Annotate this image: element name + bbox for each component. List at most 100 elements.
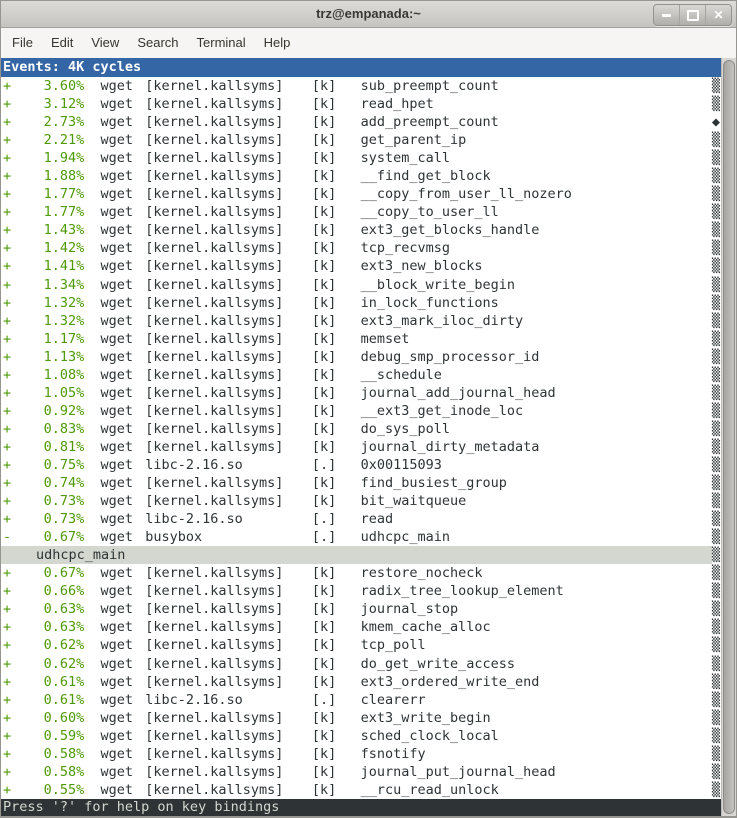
row-expander[interactable]: + xyxy=(3,727,12,744)
row-expander[interactable]: + xyxy=(3,276,12,293)
perf-row[interactable]: + 0.59% wget [kernel.kallsyms] [k] sched… xyxy=(1,727,721,745)
perf-row[interactable]: udhcpc_main ▒ xyxy=(1,546,722,565)
perf-row[interactable]: + 0.63% wget [kernel.kallsyms] [k] journ… xyxy=(1,600,721,618)
row-expander[interactable]: + xyxy=(3,673,12,690)
row-command: wget xyxy=(100,475,134,492)
row-expander[interactable]: + xyxy=(3,132,12,149)
row-expander[interactable]: + xyxy=(3,511,12,528)
menu-help[interactable]: Help xyxy=(263,35,291,50)
row-expander[interactable]: + xyxy=(3,619,12,636)
row-expander[interactable]: + xyxy=(3,348,12,365)
row-expander[interactable]: + xyxy=(3,366,12,383)
menu-view[interactable]: View xyxy=(91,35,120,50)
scroll-position-marker: ▒ xyxy=(711,222,721,239)
row-expander[interactable]: + xyxy=(3,745,12,762)
perf-row[interactable]: + 0.58% wget [kernel.kallsyms] [k] fsnot… xyxy=(1,745,721,763)
row-expander[interactable]: + xyxy=(3,150,12,167)
row-expander[interactable]: + xyxy=(3,222,12,239)
row-expander[interactable]: + xyxy=(3,475,12,492)
perf-row[interactable]: + 0.60% wget [kernel.kallsyms] [k] ext3_… xyxy=(1,709,721,727)
perf-row[interactable]: + 0.92% wget [kernel.kallsyms] [k] __ext… xyxy=(1,402,721,420)
perf-row[interactable]: + 1.17% wget [kernel.kallsyms] [k] memse… xyxy=(1,330,721,348)
menu-edit[interactable]: Edit xyxy=(50,35,74,50)
row-expander[interactable]: + xyxy=(3,204,12,221)
perf-row[interactable]: + 0.62% wget [kernel.kallsyms] [k] do_ge… xyxy=(1,655,721,673)
minimize-button[interactable] xyxy=(654,5,679,25)
perf-row[interactable]: + 0.67% wget [kernel.kallsyms] [k] resto… xyxy=(1,564,721,582)
perf-row[interactable]: + 0.81% wget [kernel.kallsyms] [k] journ… xyxy=(1,438,721,456)
row-symbol-type: [k] xyxy=(311,420,337,437)
perf-row[interactable]: + 0.66% wget [kernel.kallsyms] [k] radix… xyxy=(1,582,721,600)
row-expander[interactable]: + xyxy=(3,637,12,654)
perf-row[interactable]: + 0.63% wget [kernel.kallsyms] [k] kmem_… xyxy=(1,618,721,636)
perf-row[interactable]: + 1.42% wget [kernel.kallsyms] [k] tcp_r… xyxy=(1,239,721,257)
menu-search[interactable]: Search xyxy=(137,35,179,50)
perf-row[interactable]: + 1.34% wget [kernel.kallsyms] [k] __blo… xyxy=(1,276,721,294)
perf-row[interactable]: + 1.32% wget [kernel.kallsyms] [k] in_lo… xyxy=(1,294,721,312)
row-expander[interactable]: + xyxy=(3,655,12,672)
row-expander[interactable]: + xyxy=(3,438,12,455)
row-expander[interactable]: + xyxy=(3,240,12,257)
row-expander[interactable]: + xyxy=(3,420,12,437)
row-expander[interactable]: + xyxy=(3,186,12,203)
perf-row[interactable]: + 0.61% wget libc-2.16.so [.] clearerr ▒ xyxy=(1,691,721,709)
perf-row[interactable]: + 1.08% wget [kernel.kallsyms] [k] __sch… xyxy=(1,366,721,384)
row-expander[interactable]: + xyxy=(3,78,12,94)
row-expander[interactable]: + xyxy=(3,258,12,275)
row-expander[interactable]: + xyxy=(3,781,12,798)
row-dso: [kernel.kallsyms] xyxy=(145,583,284,600)
scrollbar-thumb[interactable] xyxy=(723,60,735,814)
row-expander[interactable]: + xyxy=(3,312,12,329)
perf-row[interactable]: + 1.88% wget [kernel.kallsyms] [k] __fin… xyxy=(1,167,721,185)
close-button[interactable]: ✕ xyxy=(705,5,731,25)
row-expander[interactable]: + xyxy=(3,493,12,510)
perf-row[interactable]: + 0.73% wget [kernel.kallsyms] [k] bit_w… xyxy=(1,492,721,510)
perf-row[interactable]: + 1.43% wget [kernel.kallsyms] [k] ext3_… xyxy=(1,221,721,239)
perf-row[interactable]: + 1.41% wget [kernel.kallsyms] [k] ext3_… xyxy=(1,257,721,275)
row-command: wget xyxy=(100,673,134,690)
perf-row[interactable]: + 1.77% wget [kernel.kallsyms] [k] __cop… xyxy=(1,203,721,221)
row-expander[interactable]: + xyxy=(3,583,12,600)
perf-row[interactable]: + 3.60% wget [kernel.kallsyms] [k] sub_p… xyxy=(1,77,721,95)
perf-row[interactable]: + 1.32% wget [kernel.kallsyms] [k] ext3_… xyxy=(1,312,721,330)
row-expander[interactable]: + xyxy=(3,709,12,726)
menu-file[interactable]: File xyxy=(12,35,33,50)
row-expander[interactable]: - xyxy=(3,529,12,546)
row-expander[interactable]: + xyxy=(3,402,12,419)
scroll-position-marker: ▒ xyxy=(711,601,721,618)
row-expander[interactable]: + xyxy=(3,601,12,618)
perf-row[interactable]: + 0.73% wget libc-2.16.so [.] read ▒ xyxy=(1,510,721,528)
perf-row[interactable]: + 1.77% wget [kernel.kallsyms] [k] __cop… xyxy=(1,185,721,203)
menu-terminal[interactable]: Terminal xyxy=(196,35,246,50)
row-command: wget xyxy=(100,691,134,708)
row-expander[interactable]: + xyxy=(3,384,12,401)
perf-row[interactable]: + 0.55% wget [kernel.kallsyms] [k] __rcu… xyxy=(1,781,721,799)
perf-row[interactable]: + 0.83% wget [kernel.kallsyms] [k] do_sy… xyxy=(1,420,721,438)
row-dso: [kernel.kallsyms] xyxy=(145,204,284,221)
perf-row[interactable]: + 1.94% wget [kernel.kallsyms] [k] syste… xyxy=(1,149,721,167)
perf-row[interactable]: + 0.58% wget [kernel.kallsyms] [k] journ… xyxy=(1,763,721,781)
perf-row[interactable]: + 1.05% wget [kernel.kallsyms] [k] journ… xyxy=(1,384,721,402)
perf-row[interactable]: + 2.21% wget [kernel.kallsyms] [k] get_p… xyxy=(1,131,721,149)
perf-row[interactable]: + 2.73% wget [kernel.kallsyms] [k] add_p… xyxy=(1,113,721,131)
row-expander[interactable]: + xyxy=(3,330,12,347)
perf-row[interactable]: + 3.12% wget [kernel.kallsyms] [k] read_… xyxy=(1,95,721,113)
window-titlebar[interactable]: trz@empanada:~ ✕ xyxy=(1,1,736,28)
row-expander[interactable]: + xyxy=(3,565,12,582)
maximize-button[interactable] xyxy=(679,5,705,25)
row-expander[interactable]: + xyxy=(3,96,12,113)
row-command: wget xyxy=(100,96,134,113)
row-expander[interactable]: + xyxy=(3,691,12,708)
perf-row[interactable]: - 0.67% wget busybox [.] udhcpc_main ▒ xyxy=(1,528,721,546)
row-expander[interactable]: + xyxy=(3,168,12,185)
row-expander[interactable]: + xyxy=(3,763,12,780)
perf-row[interactable]: + 1.13% wget [kernel.kallsyms] [k] debug… xyxy=(1,348,721,366)
row-expander[interactable]: + xyxy=(3,456,12,473)
row-expander[interactable]: + xyxy=(3,294,12,311)
scrollbar[interactable] xyxy=(721,58,736,816)
perf-row[interactable]: + 0.62% wget [kernel.kallsyms] [k] tcp_p… xyxy=(1,636,721,654)
perf-row[interactable]: + 0.75% wget libc-2.16.so [.] 0x00115093… xyxy=(1,456,721,474)
perf-row[interactable]: + 0.61% wget [kernel.kallsyms] [k] ext3_… xyxy=(1,673,721,691)
perf-row[interactable]: + 0.74% wget [kernel.kallsyms] [k] find_… xyxy=(1,474,721,492)
row-expander[interactable]: + xyxy=(3,114,12,131)
